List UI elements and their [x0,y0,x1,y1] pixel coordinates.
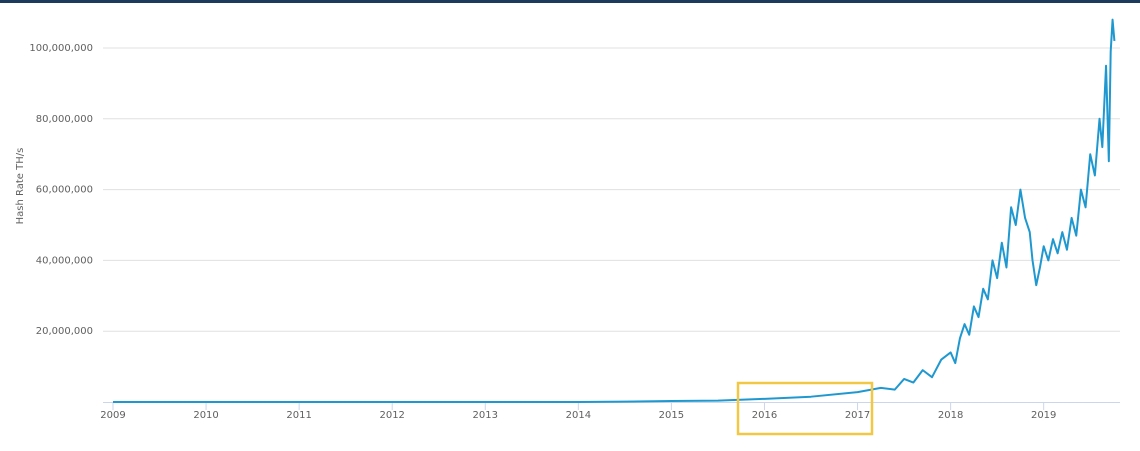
x-tick-label: 2015 [659,410,684,421]
x-tick-label: 2011 [286,410,311,421]
x-tick-label: 2018 [938,410,963,421]
x-tick-label: 2014 [566,410,591,421]
y-tick-label: 60,000,000 [36,185,93,196]
highlight-box [736,381,874,436]
x-tick-label: 2010 [193,410,218,421]
y-tick-label: 80,000,000 [36,114,93,125]
y-axis-label: Hash Rate TH/s [15,148,26,225]
x-tick-label: 2016 [752,410,777,421]
x-tick-label: 2009 [100,410,125,421]
x-tick-label: 2013 [473,410,498,421]
x-tick-label: 2019 [1031,410,1056,421]
x-tick-label: 2012 [379,410,404,421]
y-tick-label: 100,000,000 [29,43,93,54]
x-tick-label: 2017 [845,410,870,421]
line-series [113,18,1116,403]
top-bar [0,0,1140,3]
y-tick-label: 20,000,000 [36,326,93,337]
y-tick-label: 40,000,000 [36,255,93,266]
